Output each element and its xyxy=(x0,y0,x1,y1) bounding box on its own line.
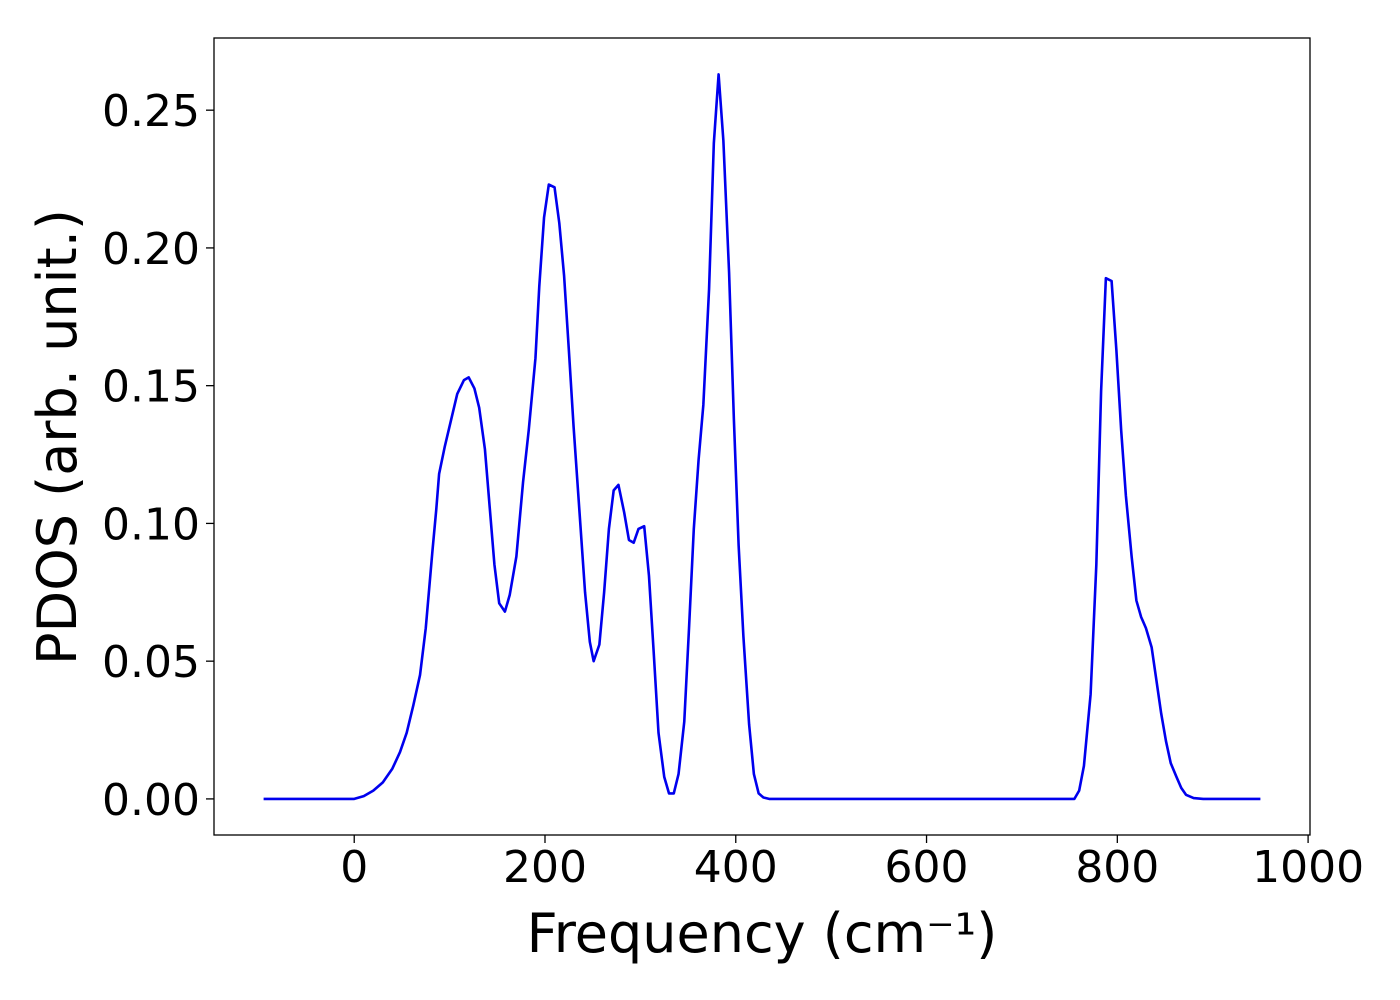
y-axis-label: PDOS (arb. unit.) xyxy=(26,209,89,665)
x-tick-label: 1000 xyxy=(1252,842,1364,893)
x-tick-label: 0 xyxy=(340,842,368,893)
x-tick-label: 600 xyxy=(885,842,969,893)
y-tick-label: 0.15 xyxy=(102,362,200,413)
x-tick-label: 800 xyxy=(1075,842,1159,893)
pdos-line xyxy=(263,73,1261,801)
x-tick-label: 200 xyxy=(503,842,587,893)
x-tick-label: 400 xyxy=(694,842,778,893)
y-tick-label: 0.00 xyxy=(102,775,200,826)
y-tick-label: 0.05 xyxy=(102,637,200,688)
y-tick-label: 0.20 xyxy=(102,224,200,275)
x-axis-label: Frequency (cm⁻¹) xyxy=(527,902,998,965)
y-tick-label: 0.10 xyxy=(102,499,200,550)
y-tick-label: 0.25 xyxy=(102,86,200,137)
plot-frame xyxy=(213,37,1311,836)
